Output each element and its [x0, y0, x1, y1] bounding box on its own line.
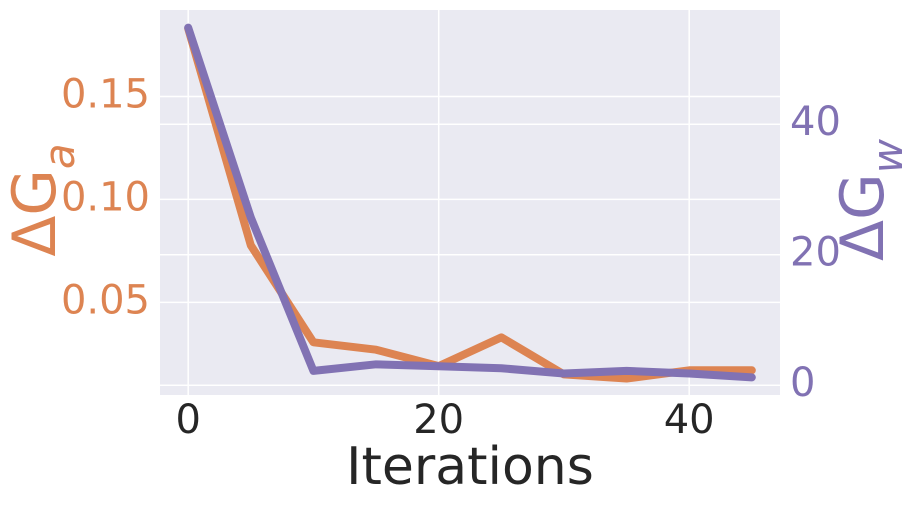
y-axis-label: ΔGa	[0, 143, 84, 256]
lines	[184, 23, 756, 383]
y-axis-label-sub: a	[35, 143, 84, 169]
y-tick-label: 0.15	[61, 71, 150, 117]
x-tick-label: 0	[175, 397, 200, 443]
y2-tick-label: 20	[790, 230, 841, 276]
y2-axis-label: ΔGw	[828, 138, 905, 261]
y-tick-label: 0.10	[61, 174, 150, 220]
grid	[160, 10, 780, 395]
y2-axis-label-sub: w	[863, 138, 905, 173]
y-axis-label-main: ΔG	[0, 169, 70, 257]
x-tick-label: 40	[664, 397, 715, 443]
series-line	[184, 23, 756, 382]
x-tick-label: 20	[413, 397, 464, 443]
y2-axis-label-main: ΔG	[828, 173, 898, 261]
y2-tick-label: 0	[790, 360, 815, 406]
plot-area	[160, 10, 780, 395]
y2-tick-label: 40	[790, 99, 841, 145]
y-tick-label: 0.05	[61, 277, 150, 323]
x-axis-label: Iterations	[346, 437, 594, 497]
